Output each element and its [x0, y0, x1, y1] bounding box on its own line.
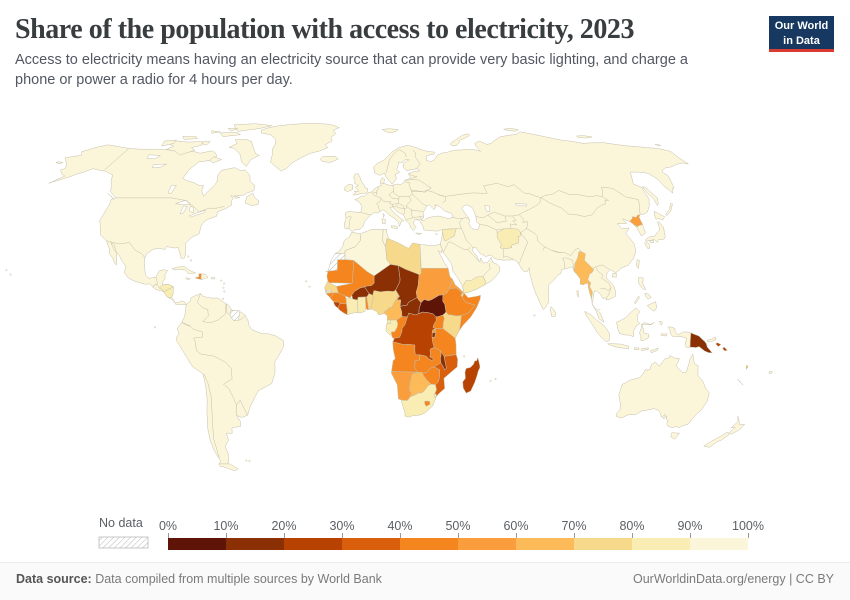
svg-text:10%: 10%	[213, 519, 238, 533]
svg-text:20%: 20%	[271, 519, 296, 533]
svg-text:90%: 90%	[677, 519, 702, 533]
svg-text:30%: 30%	[329, 519, 354, 533]
svg-text:100%: 100%	[732, 519, 764, 533]
svg-text:60%: 60%	[503, 519, 528, 533]
svg-text:70%: 70%	[561, 519, 586, 533]
svg-text:80%: 80%	[619, 519, 644, 533]
svg-text:0%: 0%	[159, 519, 177, 533]
svg-text:40%: 40%	[387, 519, 412, 533]
svg-text:50%: 50%	[445, 519, 470, 533]
